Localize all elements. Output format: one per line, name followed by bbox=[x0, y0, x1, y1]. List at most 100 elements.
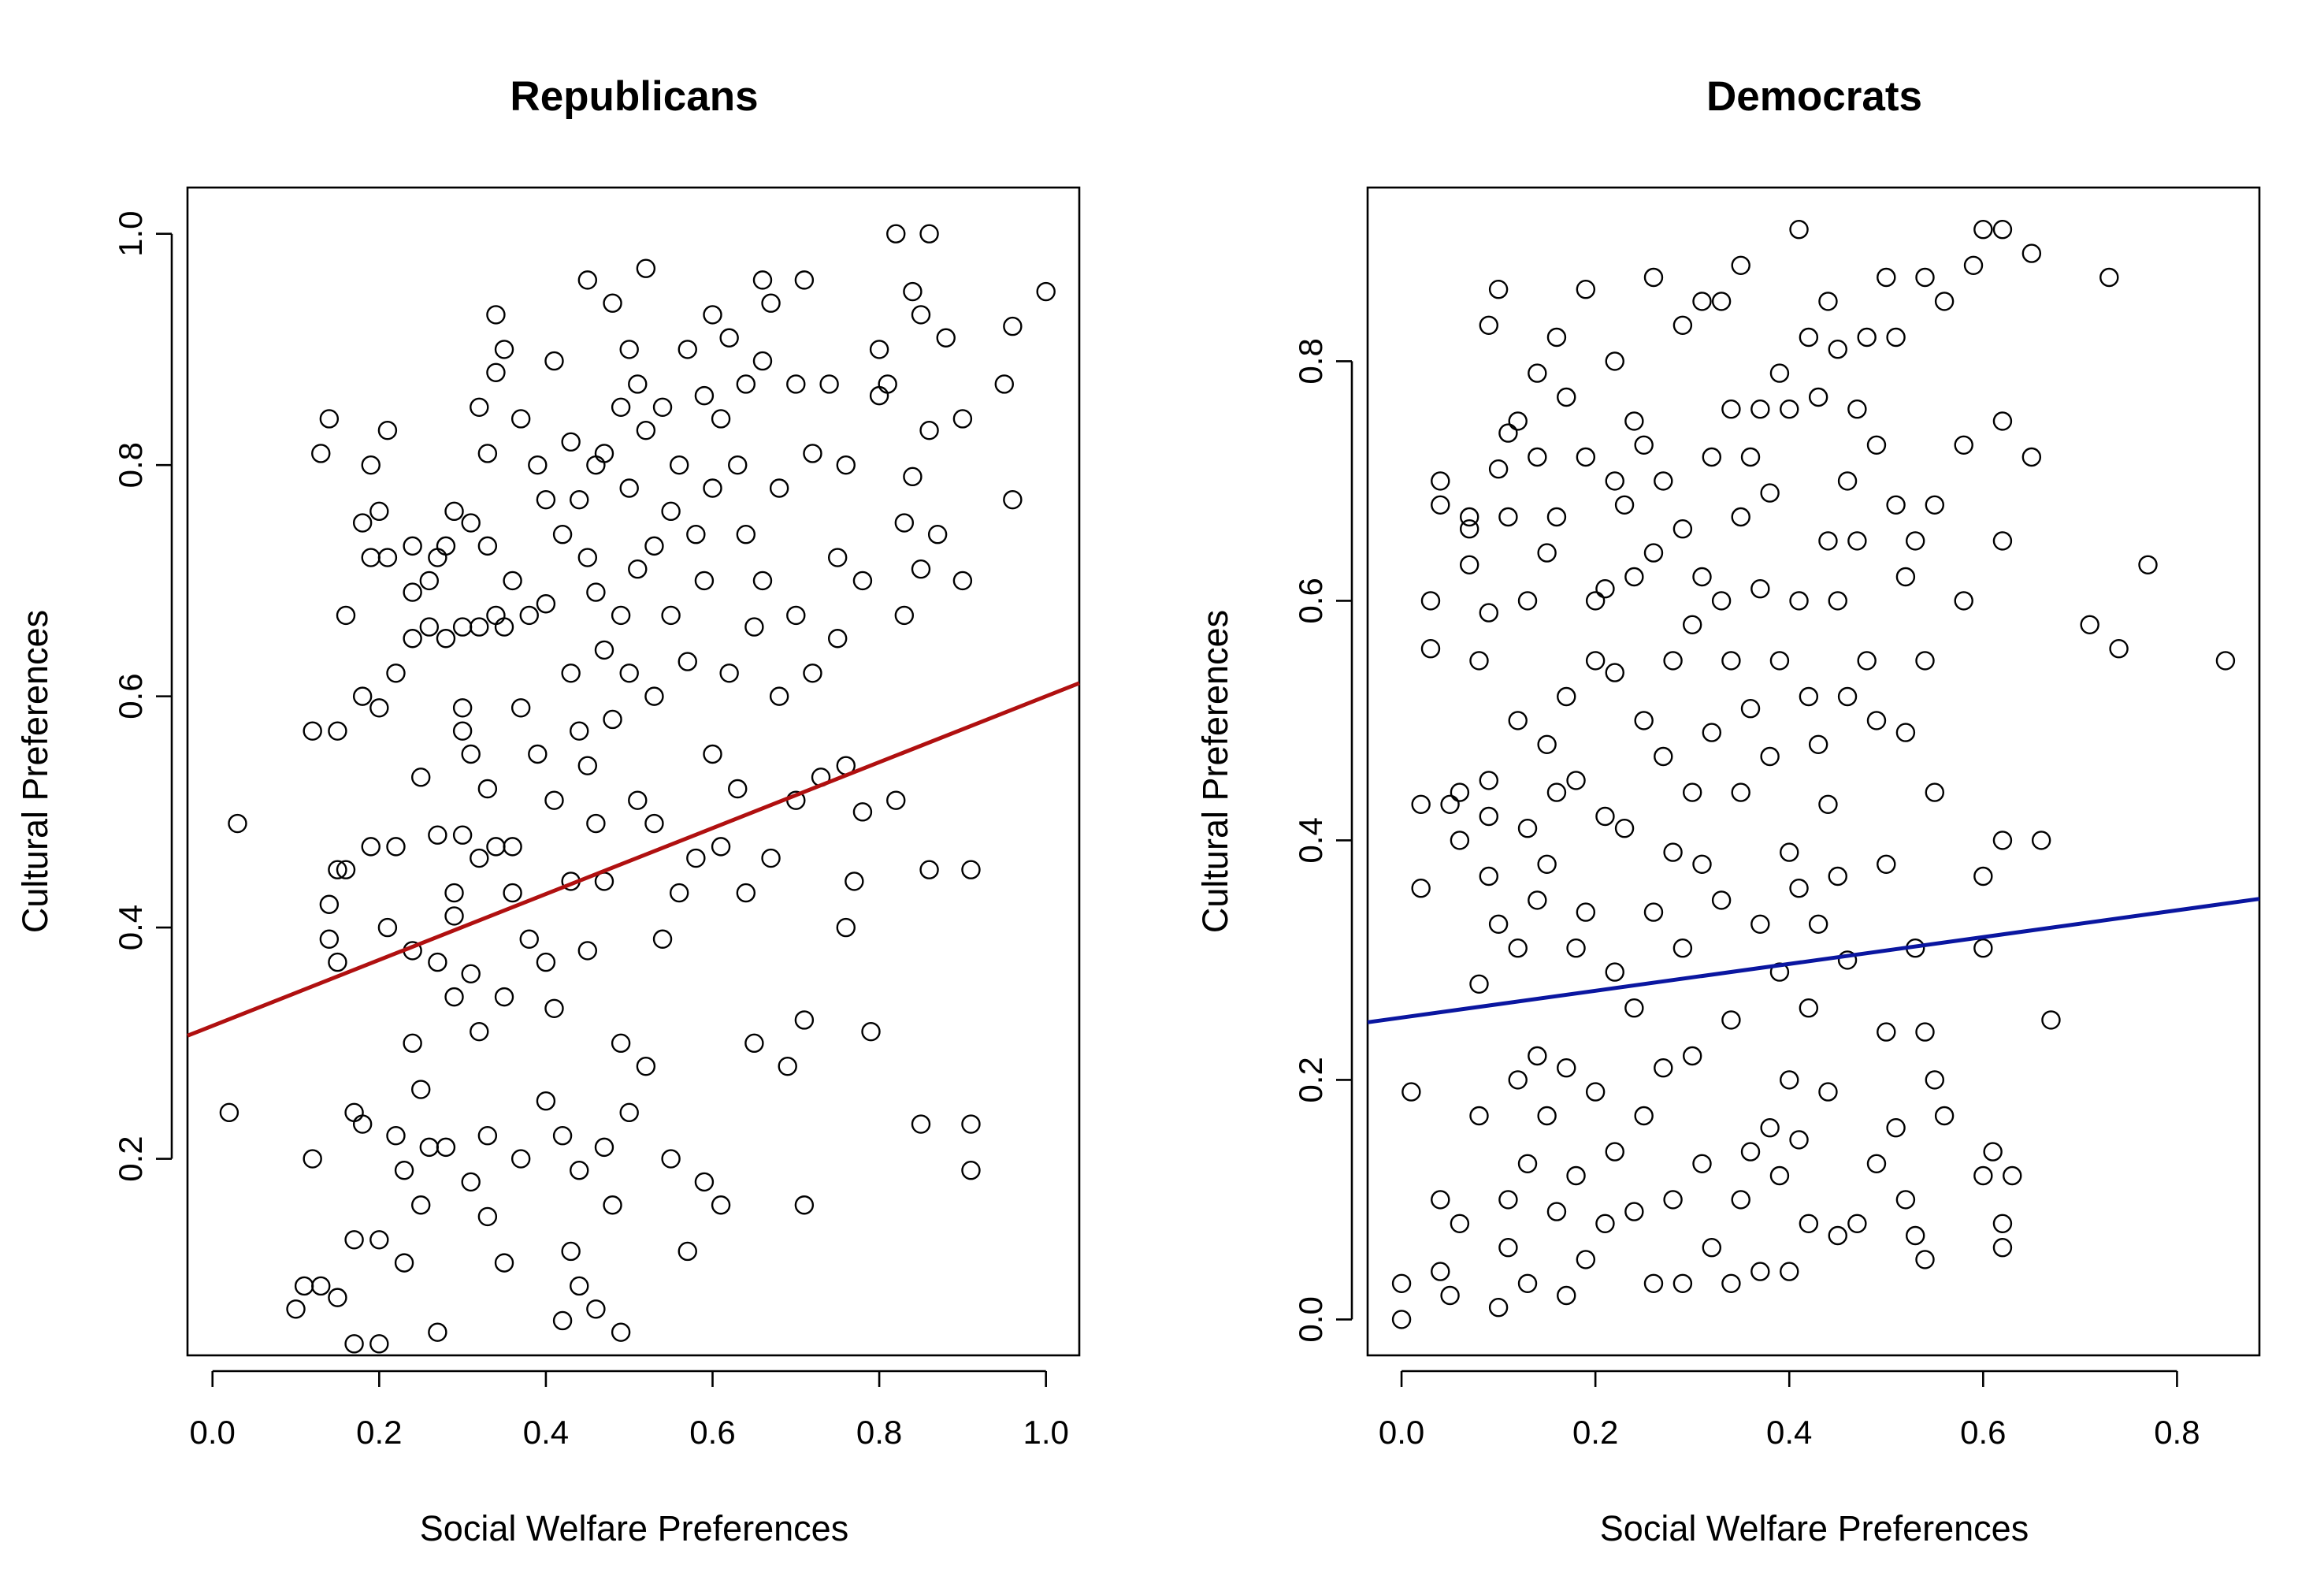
data-point bbox=[344, 1230, 364, 1250]
democrats-y-axis: 0.0 0.2 0.4 0.6 0.8 bbox=[1292, 338, 1353, 1343]
data-point bbox=[570, 1276, 589, 1296]
data-point bbox=[1992, 831, 2013, 850]
data-point bbox=[669, 883, 689, 903]
data-point bbox=[1479, 603, 1499, 623]
data-point bbox=[603, 709, 622, 730]
data-point bbox=[611, 605, 631, 626]
data-point bbox=[628, 790, 648, 810]
data-point bbox=[1488, 914, 1509, 935]
data-point bbox=[1431, 1262, 1450, 1281]
data-point bbox=[344, 1334, 364, 1354]
data-point bbox=[311, 444, 331, 463]
data-point bbox=[1672, 315, 1693, 335]
data-point bbox=[1643, 267, 1664, 288]
data-point bbox=[1566, 1165, 1586, 1186]
data-point bbox=[2080, 615, 2099, 634]
data-point bbox=[494, 617, 514, 637]
data-point bbox=[494, 340, 514, 359]
data-point bbox=[544, 790, 564, 810]
data-point bbox=[1837, 471, 1858, 491]
data-point bbox=[761, 848, 781, 868]
data-point bbox=[486, 605, 506, 626]
data-point bbox=[1595, 1214, 1615, 1234]
data-point bbox=[369, 1230, 389, 1250]
data-point bbox=[1828, 1225, 1847, 1246]
data-point bbox=[1682, 615, 1702, 634]
data-point bbox=[611, 397, 631, 417]
data-point bbox=[1973, 1165, 1993, 1186]
data-point bbox=[1498, 1237, 1518, 1258]
democrats-fit-line bbox=[1367, 897, 2260, 1024]
data-point bbox=[919, 420, 939, 440]
data-point bbox=[927, 524, 948, 545]
data-point bbox=[711, 837, 731, 857]
data-point bbox=[2215, 651, 2236, 671]
data-point bbox=[794, 270, 815, 290]
data-point bbox=[577, 941, 598, 961]
data-point bbox=[652, 929, 673, 949]
data-point bbox=[328, 1288, 347, 1307]
data-point bbox=[477, 779, 498, 799]
data-point bbox=[1857, 651, 1877, 671]
data-point bbox=[286, 1299, 306, 1319]
data-point bbox=[586, 1299, 606, 1319]
data-point bbox=[361, 548, 381, 567]
data-point bbox=[1391, 1310, 1412, 1329]
data-point bbox=[1479, 315, 1499, 335]
data-point bbox=[394, 1253, 414, 1273]
data-point bbox=[961, 860, 981, 879]
data-point bbox=[1877, 854, 1896, 875]
data-point bbox=[1624, 567, 1644, 587]
data-point bbox=[1546, 1202, 1567, 1221]
data-point bbox=[352, 513, 373, 533]
data-point bbox=[794, 1010, 815, 1030]
data-point bbox=[444, 883, 464, 903]
data-point bbox=[477, 536, 498, 556]
data-point bbox=[419, 617, 440, 637]
data-point bbox=[1663, 842, 1683, 862]
data-point bbox=[1934, 1106, 1955, 1126]
data-point bbox=[1488, 459, 1509, 479]
data-point bbox=[1828, 591, 1847, 611]
data-point bbox=[1654, 1057, 1673, 1078]
data-point bbox=[1702, 1237, 1722, 1258]
data-point bbox=[1411, 878, 1431, 898]
y-tick-label: 0.2 bbox=[112, 1136, 149, 1181]
data-point bbox=[878, 374, 897, 394]
data-point bbox=[1711, 292, 1732, 311]
data-point bbox=[470, 397, 489, 417]
data-point bbox=[1585, 1082, 1606, 1102]
data-point bbox=[536, 594, 556, 614]
data-point bbox=[1847, 1214, 1867, 1234]
data-point bbox=[1721, 400, 1741, 419]
data-point bbox=[394, 1161, 414, 1180]
data-point bbox=[1808, 387, 1828, 407]
data-point bbox=[1654, 746, 1673, 767]
data-point bbox=[1528, 363, 1547, 383]
data-point bbox=[1934, 292, 1955, 311]
data-point bbox=[536, 952, 556, 972]
data-point bbox=[1789, 220, 1809, 240]
data-point bbox=[528, 744, 548, 764]
data-point bbox=[1672, 519, 1693, 539]
data-point bbox=[403, 1033, 422, 1054]
y-tick-label: 0.4 bbox=[1292, 817, 1329, 863]
data-point bbox=[1886, 495, 1906, 515]
data-point bbox=[1847, 400, 1867, 419]
data-point bbox=[1517, 818, 1538, 838]
data-point bbox=[428, 548, 447, 567]
data-point bbox=[752, 351, 773, 371]
data-point bbox=[570, 489, 589, 510]
data-point bbox=[661, 501, 681, 522]
data-point bbox=[636, 420, 656, 440]
republicans-x-axis-label: Social Welfare Preferences bbox=[420, 1508, 848, 1548]
data-point bbox=[2003, 1165, 2022, 1186]
data-point bbox=[510, 409, 531, 429]
data-point bbox=[711, 1195, 731, 1215]
data-point bbox=[503, 883, 522, 903]
data-point bbox=[1528, 1046, 1547, 1066]
data-point bbox=[419, 1137, 440, 1158]
data-point bbox=[1508, 711, 1528, 730]
democrats-panel: Democrats 0.0 0.2 0.4 0.6 0.8 0.00.20.40.60.… bbox=[1195, 73, 2261, 1548]
data-point bbox=[952, 571, 973, 591]
